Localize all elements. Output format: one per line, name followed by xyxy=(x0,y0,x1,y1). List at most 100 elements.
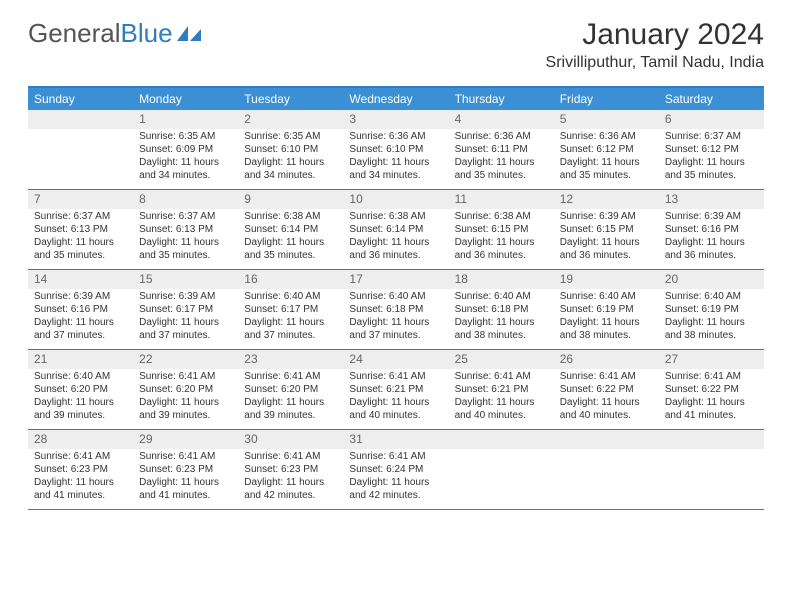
day-cell: 28Sunrise: 6:41 AMSunset: 6:23 PMDayligh… xyxy=(28,430,133,509)
sunrise-text: Sunrise: 6:35 AM xyxy=(244,131,337,144)
sunrise-text: Sunrise: 6:41 AM xyxy=(244,451,337,464)
day-number: 20 xyxy=(659,270,764,289)
dl2-text: and 35 minutes. xyxy=(244,250,337,263)
day-info: Sunrise: 6:38 AMSunset: 6:14 PMDaylight:… xyxy=(343,209,448,263)
dl2-text: and 38 minutes. xyxy=(665,330,758,343)
sunset-text: Sunset: 6:18 PM xyxy=(455,304,548,317)
month-title: January 2024 xyxy=(546,18,764,52)
day-number: 6 xyxy=(659,110,764,129)
sunrise-text: Sunrise: 6:40 AM xyxy=(34,371,127,384)
weekday-header: Sunday xyxy=(28,88,133,110)
header: GeneralBlue January 2024 Srivilliputhur,… xyxy=(0,0,792,78)
day-info: Sunrise: 6:37 AMSunset: 6:13 PMDaylight:… xyxy=(133,209,238,263)
sunset-text: Sunset: 6:21 PM xyxy=(455,384,548,397)
sunrise-text: Sunrise: 6:41 AM xyxy=(139,371,232,384)
day-cell: 6Sunrise: 6:37 AMSunset: 6:12 PMDaylight… xyxy=(659,110,764,189)
day-number: 13 xyxy=(659,190,764,209)
sunrise-text: Sunrise: 6:37 AM xyxy=(665,131,758,144)
sunset-text: Sunset: 6:20 PM xyxy=(139,384,232,397)
dl2-text: and 37 minutes. xyxy=(349,330,442,343)
day-number: 7 xyxy=(28,190,133,209)
weekday-header: Monday xyxy=(133,88,238,110)
day-cell: 2Sunrise: 6:35 AMSunset: 6:10 PMDaylight… xyxy=(238,110,343,189)
sunrise-text: Sunrise: 6:39 AM xyxy=(139,291,232,304)
day-number: 1 xyxy=(133,110,238,129)
dl2-text: and 42 minutes. xyxy=(349,490,442,503)
brand-logo: GeneralBlue xyxy=(28,18,203,49)
dl1-text: Daylight: 11 hours xyxy=(349,237,442,250)
day-info: Sunrise: 6:40 AMSunset: 6:18 PMDaylight:… xyxy=(449,289,554,343)
day-cell: 7Sunrise: 6:37 AMSunset: 6:13 PMDaylight… xyxy=(28,190,133,269)
sunrise-text: Sunrise: 6:38 AM xyxy=(349,211,442,224)
day-info: Sunrise: 6:36 AMSunset: 6:11 PMDaylight:… xyxy=(449,129,554,183)
dl1-text: Daylight: 11 hours xyxy=(349,477,442,490)
day-number: 12 xyxy=(554,190,659,209)
day-info: Sunrise: 6:41 AMSunset: 6:20 PMDaylight:… xyxy=(238,369,343,423)
dl2-text: and 40 minutes. xyxy=(560,410,653,423)
day-cell: 23Sunrise: 6:41 AMSunset: 6:20 PMDayligh… xyxy=(238,350,343,429)
day-info: Sunrise: 6:41 AMSunset: 6:23 PMDaylight:… xyxy=(133,449,238,503)
day-info: Sunrise: 6:40 AMSunset: 6:17 PMDaylight:… xyxy=(238,289,343,343)
dl2-text: and 35 minutes. xyxy=(34,250,127,263)
sunrise-text: Sunrise: 6:38 AM xyxy=(244,211,337,224)
sunrise-text: Sunrise: 6:40 AM xyxy=(244,291,337,304)
day-number: 30 xyxy=(238,430,343,449)
sunset-text: Sunset: 6:10 PM xyxy=(349,144,442,157)
day-info: Sunrise: 6:37 AMSunset: 6:12 PMDaylight:… xyxy=(659,129,764,183)
day-info: Sunrise: 6:41 AMSunset: 6:23 PMDaylight:… xyxy=(28,449,133,503)
day-info: Sunrise: 6:41 AMSunset: 6:20 PMDaylight:… xyxy=(133,369,238,423)
dl1-text: Daylight: 11 hours xyxy=(560,397,653,410)
day-cell: 25Sunrise: 6:41 AMSunset: 6:21 PMDayligh… xyxy=(449,350,554,429)
day-number: 14 xyxy=(28,270,133,289)
sunrise-text: Sunrise: 6:41 AM xyxy=(244,371,337,384)
sunset-text: Sunset: 6:23 PM xyxy=(244,464,337,477)
dl2-text: and 41 minutes. xyxy=(139,490,232,503)
weekday-header-row: Sunday Monday Tuesday Wednesday Thursday… xyxy=(28,88,764,110)
sunrise-text: Sunrise: 6:40 AM xyxy=(455,291,548,304)
day-info: Sunrise: 6:40 AMSunset: 6:18 PMDaylight:… xyxy=(343,289,448,343)
dl2-text: and 37 minutes. xyxy=(139,330,232,343)
sunset-text: Sunset: 6:22 PM xyxy=(665,384,758,397)
dl1-text: Daylight: 11 hours xyxy=(244,157,337,170)
week-row: 14Sunrise: 6:39 AMSunset: 6:16 PMDayligh… xyxy=(28,270,764,350)
day-number: 19 xyxy=(554,270,659,289)
sunrise-text: Sunrise: 6:36 AM xyxy=(349,131,442,144)
dl1-text: Daylight: 11 hours xyxy=(244,237,337,250)
day-cell: 16Sunrise: 6:40 AMSunset: 6:17 PMDayligh… xyxy=(238,270,343,349)
sunrise-text: Sunrise: 6:41 AM xyxy=(560,371,653,384)
brand-part2: Blue xyxy=(121,18,173,49)
dl1-text: Daylight: 11 hours xyxy=(455,157,548,170)
dl2-text: and 39 minutes. xyxy=(244,410,337,423)
day-number xyxy=(554,430,659,449)
day-info: Sunrise: 6:38 AMSunset: 6:14 PMDaylight:… xyxy=(238,209,343,263)
day-info: Sunrise: 6:36 AMSunset: 6:10 PMDaylight:… xyxy=(343,129,448,183)
dl1-text: Daylight: 11 hours xyxy=(139,157,232,170)
dl2-text: and 40 minutes. xyxy=(349,410,442,423)
day-cell: 18Sunrise: 6:40 AMSunset: 6:18 PMDayligh… xyxy=(449,270,554,349)
sunset-text: Sunset: 6:14 PM xyxy=(244,224,337,237)
day-number: 28 xyxy=(28,430,133,449)
sunrise-text: Sunrise: 6:40 AM xyxy=(665,291,758,304)
day-cell xyxy=(659,430,764,509)
title-block: January 2024 Srivilliputhur, Tamil Nadu,… xyxy=(546,18,764,72)
day-number: 18 xyxy=(449,270,554,289)
weekday-header: Saturday xyxy=(659,88,764,110)
day-cell xyxy=(28,110,133,189)
day-number: 23 xyxy=(238,350,343,369)
day-cell: 19Sunrise: 6:40 AMSunset: 6:19 PMDayligh… xyxy=(554,270,659,349)
sunset-text: Sunset: 6:12 PM xyxy=(560,144,653,157)
day-number xyxy=(28,110,133,129)
sunset-text: Sunset: 6:16 PM xyxy=(665,224,758,237)
sunrise-text: Sunrise: 6:41 AM xyxy=(455,371,548,384)
sunset-text: Sunset: 6:24 PM xyxy=(349,464,442,477)
day-number xyxy=(449,430,554,449)
day-cell: 21Sunrise: 6:40 AMSunset: 6:20 PMDayligh… xyxy=(28,350,133,429)
day-cell: 29Sunrise: 6:41 AMSunset: 6:23 PMDayligh… xyxy=(133,430,238,509)
dl1-text: Daylight: 11 hours xyxy=(244,477,337,490)
day-cell: 10Sunrise: 6:38 AMSunset: 6:14 PMDayligh… xyxy=(343,190,448,269)
day-cell: 13Sunrise: 6:39 AMSunset: 6:16 PMDayligh… xyxy=(659,190,764,269)
day-cell: 5Sunrise: 6:36 AMSunset: 6:12 PMDaylight… xyxy=(554,110,659,189)
day-cell: 27Sunrise: 6:41 AMSunset: 6:22 PMDayligh… xyxy=(659,350,764,429)
day-cell xyxy=(554,430,659,509)
dl2-text: and 36 minutes. xyxy=(560,250,653,263)
